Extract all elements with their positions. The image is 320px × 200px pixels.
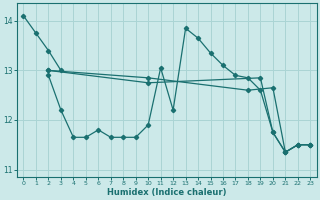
X-axis label: Humidex (Indice chaleur): Humidex (Indice chaleur) [107, 188, 227, 197]
